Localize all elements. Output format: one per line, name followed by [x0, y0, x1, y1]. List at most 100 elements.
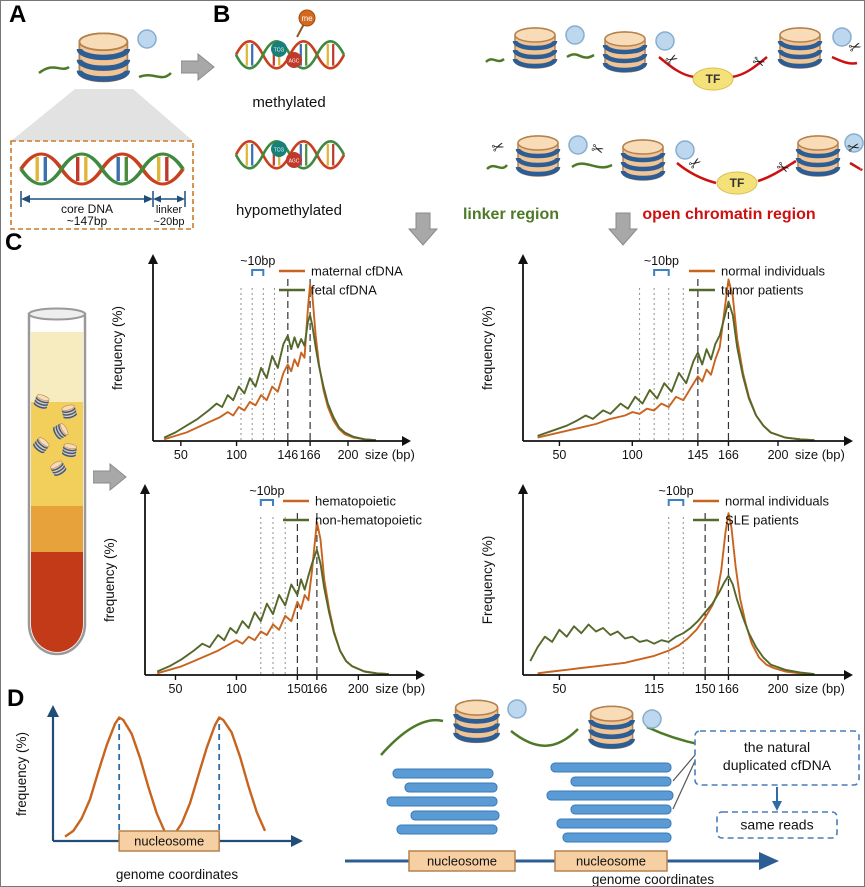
x-tick-label: 50 — [552, 448, 566, 462]
linker-strand — [38, 65, 70, 75]
open-chromatin-strand — [658, 56, 695, 79]
genome-coordinates-label: genome coordinates — [592, 872, 715, 887]
cfdna-nucleosome-doodle — [61, 442, 78, 459]
tcg-site-icon — [271, 141, 287, 157]
same-reads-box — [716, 811, 838, 839]
legend-label: SLE patients — [725, 513, 799, 528]
x-axis-label: genome coordinates — [116, 867, 239, 882]
x-tick-label: 200 — [768, 682, 789, 696]
plasma-top — [31, 332, 83, 402]
panel-b-illustration: me TCG AGC methylated TF ✂ ✂ ✂ TCG AGC h… — [234, 9, 864, 246]
nucleosome — [605, 32, 645, 72]
nucleosome — [79, 33, 127, 81]
series-normal-individuals — [537, 278, 815, 442]
y-axis-label: frequency (%) — [480, 306, 495, 390]
tcg-site-icon — [271, 41, 287, 57]
x-axis-arrowhead — [402, 436, 411, 446]
arrow-tube-to-charts-icon — [93, 463, 127, 491]
core-dna-label: core DNA — [61, 202, 113, 216]
agc-label: AGC — [289, 59, 300, 65]
linker-label: linker — [156, 204, 183, 216]
linker-strand — [486, 164, 508, 170]
tube-outline — [27, 312, 87, 656]
histone-sphere — [642, 709, 662, 729]
scissors-icon: ✂ — [663, 49, 682, 70]
nucleosome — [515, 28, 555, 68]
y-axis-arrowhead — [518, 484, 528, 494]
periodicity-bracket — [667, 499, 685, 506]
x-tick-label: 50 — [174, 448, 188, 462]
scissors-icon: ✂ — [490, 137, 508, 157]
blood-tube — [27, 307, 87, 656]
legend-label: maternal cfDNA — [311, 264, 403, 279]
open-chromatin-strand — [757, 159, 797, 183]
linker-size: ~20bp — [154, 216, 185, 228]
linker-strand — [138, 72, 172, 79]
panel-a-label: A — [9, 1, 27, 28]
nucleosome — [798, 136, 838, 176]
measurement-arrowheads — [21, 195, 185, 203]
tf-label: TF — [706, 72, 721, 86]
series-non-hematopoietic — [156, 548, 389, 676]
x-tick-label: 100 — [226, 448, 247, 462]
x-axis-arrowhead — [844, 670, 853, 680]
y-axis-label: frequency (%) — [110, 306, 125, 390]
y-axis-arrowhead — [518, 254, 528, 264]
x-axis-label: size (bp) — [795, 681, 845, 696]
x-tick-label: 100 — [226, 682, 247, 696]
open-chromatin-strand — [676, 162, 717, 185]
x-tick-label: 100 — [622, 448, 643, 462]
agc-site-icon — [286, 52, 302, 68]
y-axis-label: frequency (%) — [102, 538, 117, 622]
linker-strand — [380, 718, 444, 756]
legend-label: non-hematopoietic — [315, 513, 422, 528]
x-tick-label: 166 — [306, 682, 327, 696]
tf-ellipse — [692, 67, 734, 91]
x-axis-arrowhead — [291, 835, 303, 847]
periodicity-label: ~10bp — [644, 254, 679, 268]
y-axis-arrowhead — [148, 254, 158, 264]
magnifier-cone — [11, 89, 193, 141]
y-axis-label: Frequency (%) — [480, 536, 495, 625]
chart-hematopoietic: 50 100 150 166 200 size (bp) frequency (%) ~10b… — [101, 477, 433, 709]
tf-label: TF — [730, 176, 745, 190]
x-tick-label: 50 — [169, 682, 183, 696]
nucleosome-box-label: nucleosome — [134, 834, 204, 849]
x-tick-label: 166 — [718, 448, 739, 462]
duplicate-read-pointer — [672, 754, 696, 782]
x-tick-label: 115 — [644, 682, 664, 696]
chart-nucleosome-periodicity: nucleosome frequency (%) genome coordinate… — [13, 699, 308, 884]
histone-sphere — [565, 25, 585, 45]
duplicated-cfdna-line2: duplicated cfDNA — [723, 757, 832, 773]
chart-svg-nucleosome-periodicity: nucleosome frequency (%) genome coordinate… — [14, 705, 303, 882]
scissors-icon: ✂ — [773, 158, 792, 179]
legend-label: hematopoietic — [315, 494, 396, 509]
x-tick-label: 200 — [348, 682, 369, 696]
chart-normal-tumor: 50 100 145 166 200 size (bp) frequency (%) ~10b… — [479, 247, 861, 475]
methylated-label: methylated — [252, 94, 325, 111]
chart-maternal-fetal: 50 100 146 166 200 size (bp) frequency (%) ~10b… — [109, 247, 419, 475]
chart-normal-sle: 50 115 150 166 200 size (bp) Frequency (%) ~10b… — [479, 477, 861, 709]
x-axis-arrowhead — [844, 436, 853, 446]
series-tumor-patients — [537, 300, 815, 442]
legend-label: fetal cfDNA — [311, 283, 377, 298]
arrowhead — [772, 801, 782, 811]
arrow-down-icon — [607, 212, 639, 246]
duplicate-read-pointer — [672, 760, 696, 810]
nucleosome — [456, 700, 498, 742]
legend-label: normal individuals — [721, 264, 826, 279]
histone-sphere — [137, 29, 157, 49]
x-axis-label: size (bp) — [375, 681, 425, 696]
x-tick-label: 146 — [277, 448, 298, 462]
arrow-a-to-b-icon — [181, 53, 215, 81]
series-maternal-cfDNA — [163, 283, 376, 442]
arrow-down-icon — [407, 212, 439, 246]
series-fetal-cfDNA — [163, 314, 376, 442]
x-tick-label: 50 — [552, 682, 566, 696]
panel-b-label: B — [213, 1, 231, 28]
agc-label: AGC — [289, 159, 300, 165]
linker-strand — [566, 53, 595, 59]
nucleosome — [780, 28, 820, 68]
chart-svg-maternal-vs-fetal: 50 100 146 166 200 size (bp) frequency (%) ~10b… — [110, 254, 415, 462]
